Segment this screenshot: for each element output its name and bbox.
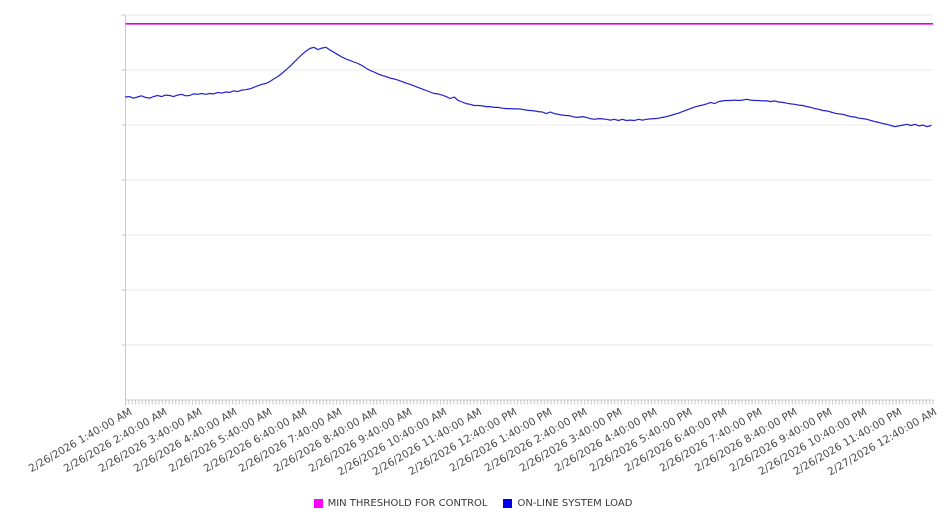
chart-legend: MIN THRESHOLD FOR CONTROL ON-LINE SYSTEM… (0, 498, 946, 509)
legend-label-min-threshold: MIN THRESHOLD FOR CONTROL (327, 498, 488, 509)
legend-label-system-load: ON-LINE SYSTEM LOAD (517, 498, 633, 509)
legend-swatch-min-threshold (313, 499, 323, 508)
legend-swatch-system-load (503, 499, 513, 508)
legend-item-system-load: ON-LINE SYSTEM LOAD (503, 498, 632, 509)
legend-item-min-threshold: MIN THRESHOLD FOR CONTROL (313, 498, 488, 509)
